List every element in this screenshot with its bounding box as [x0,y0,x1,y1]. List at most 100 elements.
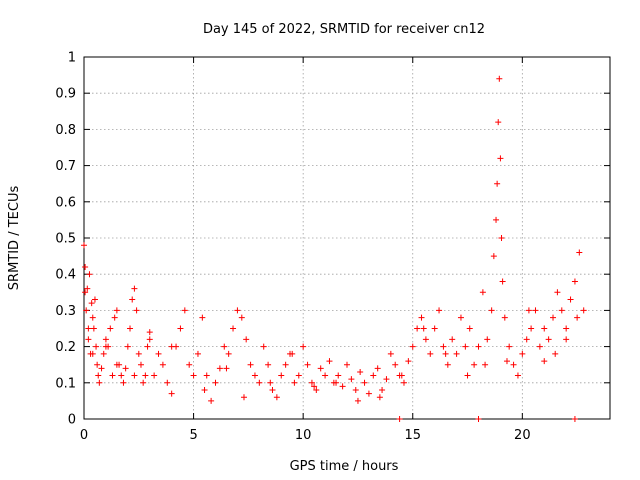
data-point [436,307,443,314]
data-point [541,358,548,365]
data-point [186,361,193,368]
data-point [370,372,377,379]
data-point [322,372,329,379]
data-point [94,361,101,368]
data-point [107,325,114,332]
data-point [479,289,486,296]
data-point [131,285,138,292]
data-point [159,361,166,368]
data-point [225,350,232,357]
data-point [221,343,228,350]
data-point [457,314,464,321]
data-point [212,379,219,386]
data-point [304,361,311,368]
data-point [576,249,583,256]
data-point [164,379,171,386]
y-tick-label: 0.2 [55,340,76,355]
data-point [554,289,561,296]
data-point [422,336,429,343]
y-tick-label: 0.4 [55,268,76,283]
data-point [523,336,530,343]
data-point [144,343,151,350]
data-point [427,350,434,357]
data-point [282,361,289,368]
data-point [102,336,109,343]
data-point [352,387,359,394]
data-point [514,372,521,379]
data-point [269,387,276,394]
data-point [129,296,136,303]
data-point [361,379,368,386]
chart-title: Day 145 of 2022, SRMTID for receiver cn1… [203,22,485,37]
data-point [376,394,383,401]
data-point [289,350,296,357]
data-point [85,336,92,343]
data-point [313,387,320,394]
data-point [374,365,381,372]
data-point [82,289,89,296]
data-point [124,343,131,350]
data-point [135,350,142,357]
data-point [89,350,96,357]
data-point [251,372,258,379]
data-point [113,307,120,314]
data-point [494,180,501,187]
data-point [120,379,127,386]
data-point [146,329,153,336]
data-point [503,358,510,365]
data-point [86,271,93,278]
data-point [545,336,552,343]
data-point [335,372,342,379]
data-point [563,325,570,332]
x-tick-label: 20 [514,428,531,443]
data-point [122,365,129,372]
data-point [431,325,438,332]
data-point [563,336,570,343]
data-point [484,336,491,343]
data-point [291,379,298,386]
data-point [550,314,557,321]
data-point [519,350,526,357]
data-point [498,235,505,241]
data-point [223,365,230,372]
data-point [409,343,416,350]
data-point [208,397,215,404]
data-point [420,325,427,332]
y-tick-label: 0.6 [55,195,76,210]
data-point [405,358,412,365]
data-point [495,119,502,126]
data-point [295,372,302,379]
data-point [260,343,267,350]
data-point [541,325,548,332]
data-point [567,296,574,303]
data-point [510,361,517,368]
data-point [131,372,138,379]
data-point [471,361,478,368]
data-point [96,379,103,386]
data-point [151,372,158,379]
data-point [464,372,471,379]
data-point [230,325,237,332]
scatter-points [81,75,587,422]
data-point [488,307,495,314]
data-point [300,343,307,350]
x-tick-label: 5 [189,428,197,443]
data-point [475,343,482,350]
data-point [127,325,134,332]
data-point [243,336,250,343]
data-point [552,350,559,357]
data-point [580,307,587,314]
data-point [81,242,87,249]
data-point [392,361,399,368]
data-point [238,314,245,321]
data-point [89,314,96,321]
data-point [387,350,394,357]
y-tick-label: 0.8 [55,123,76,138]
grid [84,57,610,419]
data-point [308,379,315,386]
data-point [499,278,506,285]
data-point [482,361,489,368]
data-point [396,416,403,422]
data-point [265,361,272,368]
